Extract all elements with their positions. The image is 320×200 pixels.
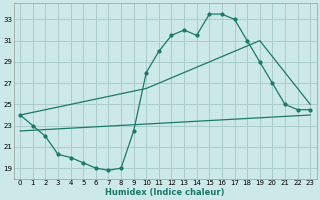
- X-axis label: Humidex (Indice chaleur): Humidex (Indice chaleur): [106, 188, 225, 197]
